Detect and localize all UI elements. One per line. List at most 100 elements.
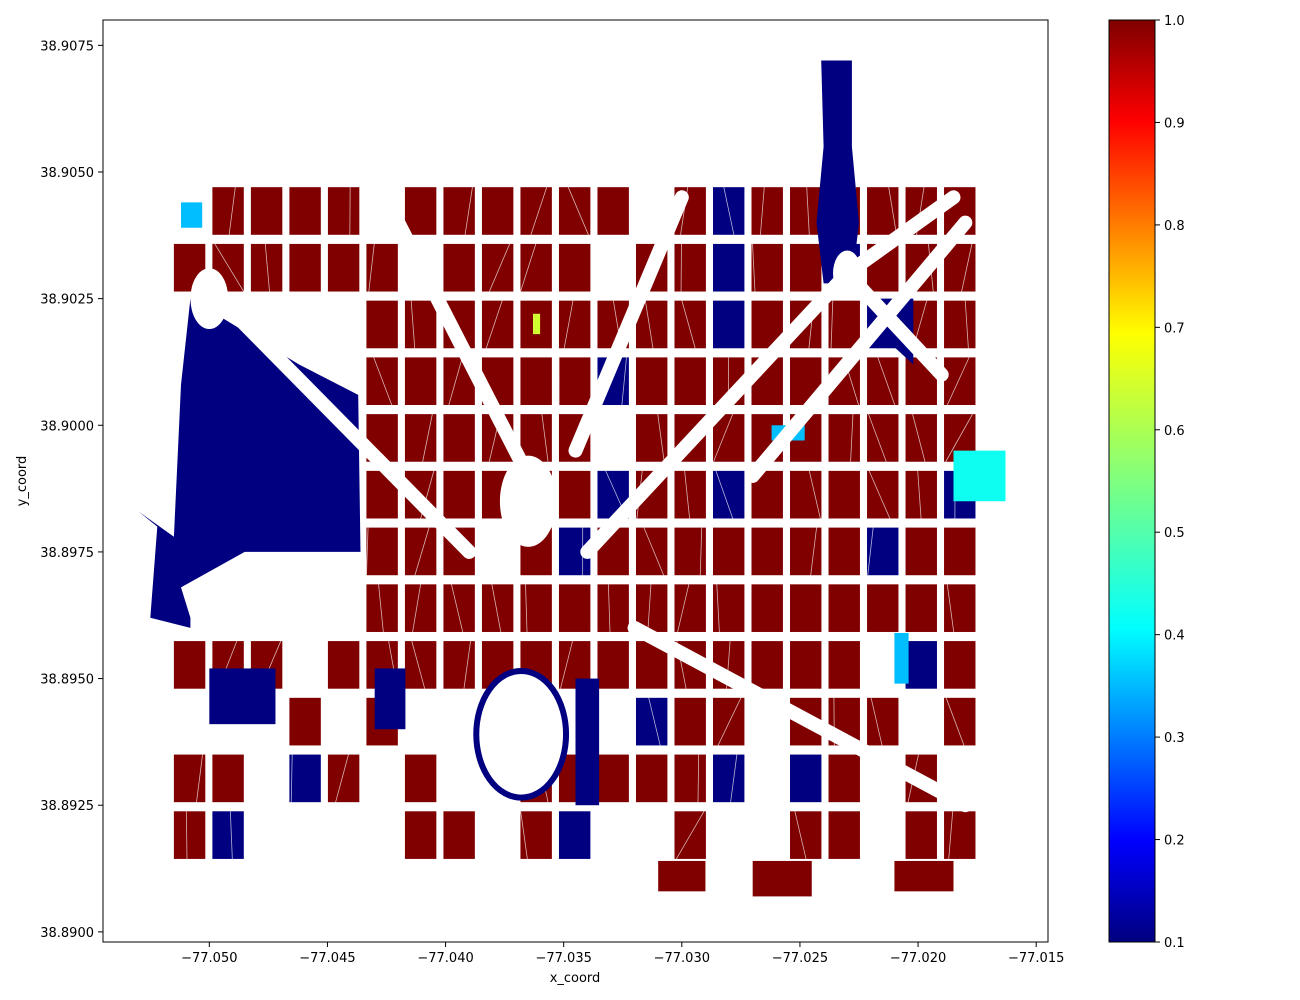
building-block xyxy=(520,187,552,235)
parcel-line xyxy=(961,243,973,292)
parcel-line xyxy=(964,300,969,349)
parcel-line xyxy=(464,187,473,235)
building-block xyxy=(828,300,860,349)
building-block xyxy=(443,243,475,292)
parcel-line xyxy=(713,413,734,462)
building-block xyxy=(404,584,437,632)
x-tick-label: −77.020 xyxy=(890,951,946,966)
avenue xyxy=(580,266,855,559)
building-block xyxy=(828,584,860,632)
building-block xyxy=(558,811,591,859)
building-block xyxy=(944,811,976,859)
building-block xyxy=(404,527,437,576)
avenue xyxy=(391,215,536,483)
colorbar-tick-label: 0.6 xyxy=(1164,424,1185,439)
building-block xyxy=(481,584,514,632)
building-block xyxy=(443,470,475,519)
parcel-line xyxy=(560,640,573,689)
building-block xyxy=(790,470,822,519)
avenue xyxy=(745,215,973,483)
building-block xyxy=(674,300,706,349)
building-block xyxy=(481,187,514,235)
building-block xyxy=(404,811,437,859)
colorbar-tick-label: 0.4 xyxy=(1164,629,1185,644)
parcel-line xyxy=(520,811,528,859)
parcel-line xyxy=(760,187,765,235)
building-block xyxy=(712,470,745,519)
parcel-line xyxy=(214,243,245,292)
building-block xyxy=(905,641,937,689)
avenue xyxy=(568,190,689,458)
parcel-line xyxy=(867,527,874,576)
plaza xyxy=(499,455,557,547)
street-layer xyxy=(190,190,973,813)
building-block xyxy=(944,527,976,576)
building-block xyxy=(674,697,706,746)
building-block xyxy=(597,754,629,803)
building-block xyxy=(867,187,899,235)
colorbar-tick-label: 0.7 xyxy=(1164,321,1185,336)
building-block xyxy=(751,187,783,235)
building-block xyxy=(212,187,244,235)
building-block xyxy=(944,357,976,406)
building-block xyxy=(597,641,629,689)
parcel-line xyxy=(917,470,922,519)
building-block xyxy=(867,470,899,519)
parcel-line xyxy=(491,584,502,633)
building-block xyxy=(443,187,475,235)
parcel-line xyxy=(716,584,720,632)
parcel-line xyxy=(368,243,375,292)
parcel-line xyxy=(335,754,349,803)
building-block xyxy=(443,641,475,689)
building-block xyxy=(250,187,283,235)
building-block xyxy=(635,697,668,746)
avenue xyxy=(627,620,973,813)
parcel-line xyxy=(675,811,705,860)
building-block xyxy=(867,357,899,406)
building-block xyxy=(790,243,822,292)
parcel-line xyxy=(808,470,821,519)
x-tick-label: −77.015 xyxy=(1008,951,1064,966)
map-layer xyxy=(138,60,1006,897)
parcel-line xyxy=(451,584,464,633)
colorbar-tick-label: 1.0 xyxy=(1164,14,1185,29)
building-block xyxy=(944,584,976,632)
parcel-line xyxy=(463,641,471,689)
y-axis-label: y_coord xyxy=(15,456,30,507)
building-block xyxy=(327,754,360,803)
y-tick-label: 38.9050 xyxy=(40,166,94,181)
building-block xyxy=(790,641,822,689)
building-block xyxy=(289,697,321,746)
building-block xyxy=(520,357,552,406)
parcel-line xyxy=(520,243,537,292)
building-block xyxy=(867,697,899,746)
building-block xyxy=(905,584,937,632)
building-block xyxy=(558,357,591,406)
parcel-line xyxy=(373,357,393,406)
building-block xyxy=(443,811,475,859)
building-block xyxy=(712,243,745,292)
parcel-line xyxy=(715,470,734,519)
building-block xyxy=(712,697,745,746)
ellipse-ring xyxy=(473,667,570,801)
y-axis: 38.9075 38.9050 38.9025 38.9000 38.8975 38.89… xyxy=(40,39,103,941)
building-block xyxy=(366,584,398,632)
building-block xyxy=(790,527,822,576)
building-block xyxy=(481,243,514,292)
parcel-line xyxy=(946,357,970,406)
parcel-line xyxy=(806,187,810,235)
parcel-line xyxy=(870,697,883,746)
building-block xyxy=(635,357,668,406)
colorbar-tick-label: 0.1 xyxy=(1164,936,1185,951)
colorbar-tick-label: 0.5 xyxy=(1164,526,1185,541)
building-block xyxy=(404,300,437,349)
building-block xyxy=(828,641,860,689)
parcel-line xyxy=(697,754,700,803)
teal-block-east xyxy=(953,450,1006,502)
building-block xyxy=(635,414,668,462)
green-block xyxy=(533,313,541,335)
parcel-line xyxy=(794,811,807,860)
building-block xyxy=(905,811,937,859)
parcel-line xyxy=(681,300,696,349)
x-tick-label: −77.045 xyxy=(299,951,355,966)
